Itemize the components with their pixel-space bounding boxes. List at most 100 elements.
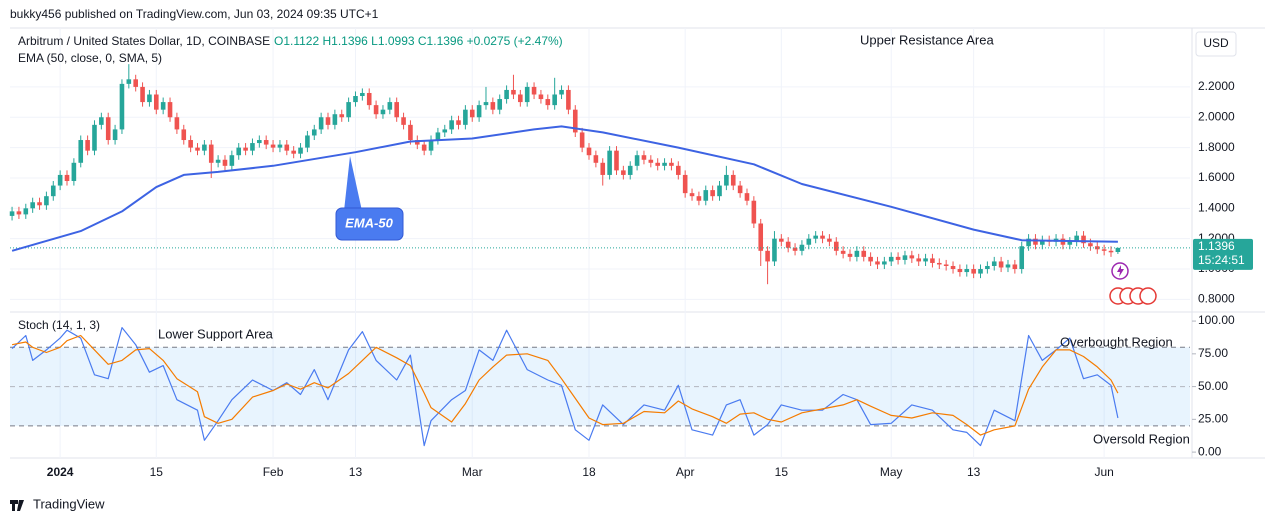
candle-body <box>779 238 784 242</box>
candle-body <box>167 102 173 118</box>
candle-body <box>930 258 935 263</box>
candle-body <box>833 241 839 251</box>
ohlc: O1.1122 H1.1396 L1.0993 C1.1396 +0.0275 … <box>274 34 563 48</box>
flag-icons[interactable] <box>1109 287 1157 305</box>
candle-body <box>181 129 187 141</box>
candle-body <box>847 253 853 257</box>
candle-body <box>160 102 166 110</box>
candle-body <box>614 150 619 171</box>
candle-body <box>689 193 695 197</box>
candle-body <box>257 140 262 144</box>
candle-body <box>854 250 860 257</box>
candle-body <box>909 255 915 259</box>
candle-body <box>566 89 571 110</box>
candle-body <box>710 190 715 197</box>
currency[interactable]: USD <box>1203 36 1229 50</box>
candle-body <box>586 147 592 156</box>
x-tick-label: Apr <box>676 465 695 479</box>
currency-button[interactable] <box>1195 31 1237 57</box>
candle-body <box>1094 246 1100 250</box>
candle-body <box>717 185 722 197</box>
candle-body <box>394 102 399 118</box>
candle-body <box>1088 243 1093 247</box>
x-tick-label: Feb <box>263 465 284 479</box>
candle-body <box>497 99 503 110</box>
candle-body <box>332 114 338 125</box>
candle-body <box>655 162 660 166</box>
candle-body <box>964 269 970 273</box>
candle-body <box>785 241 791 248</box>
candle-body <box>971 269 976 274</box>
callout-box <box>335 207 404 241</box>
candle-body <box>366 92 372 106</box>
candle-body <box>902 255 908 260</box>
y-tick-label: 1.8000 <box>1198 140 1235 154</box>
candle-body <box>57 174 63 186</box>
candle-body <box>882 261 887 265</box>
candle-body <box>71 162 77 182</box>
candle-body <box>435 132 441 141</box>
candle-body <box>408 124 413 141</box>
candle-body <box>621 170 626 175</box>
x-tick-label: 15 <box>150 465 164 479</box>
x-tick-label: 13 <box>967 465 981 479</box>
candle-body <box>1074 235 1079 242</box>
candle-body <box>648 159 654 163</box>
candle-body <box>85 140 90 151</box>
x-tick-label: Jun <box>1094 465 1113 479</box>
candle-body <box>476 105 482 118</box>
candle-body <box>270 144 276 148</box>
candle-body <box>998 261 1004 268</box>
stoch-background <box>10 346 1190 427</box>
last-price-label: 1.1396 <box>1198 239 1235 253</box>
candle-body <box>421 144 427 151</box>
callout-pointer <box>344 156 362 211</box>
candle-body <box>744 193 750 201</box>
candle-body <box>153 94 159 110</box>
candle-body <box>531 86 537 95</box>
candle-body <box>511 89 516 95</box>
candle-body <box>449 120 454 130</box>
candle-body <box>1067 241 1073 245</box>
annotation: Upper Resistance Area <box>860 32 994 47</box>
candle-body <box>792 247 798 251</box>
candle-body <box>346 102 351 118</box>
stoch-tick-label: 25.00 <box>1198 412 1228 426</box>
candle-body <box>607 150 612 175</box>
candle-body <box>545 99 551 106</box>
candle-body <box>236 147 242 156</box>
candle-body <box>23 208 29 215</box>
candle-body <box>380 109 386 115</box>
y-tick-label: 1.4000 <box>1198 200 1235 214</box>
candle-body <box>813 235 818 239</box>
flag-icon[interactable] <box>1139 287 1157 305</box>
candle-body <box>806 238 812 245</box>
annotation: Lower Support Area <box>158 326 274 341</box>
candle-body <box>937 262 942 265</box>
x-tick-label: May <box>880 465 903 479</box>
candle-body <box>339 114 345 118</box>
x-tick-label: 2024 <box>47 465 74 479</box>
candle-body <box>978 269 983 274</box>
stoch-tick-label: 100.00 <box>1198 313 1235 327</box>
candle-body <box>895 256 901 260</box>
candle-body <box>751 200 757 224</box>
y-tick-label: 2.0000 <box>1198 109 1235 123</box>
candle-body <box>229 155 235 166</box>
candle-body <box>1101 249 1107 251</box>
candle-body <box>277 144 283 148</box>
candle-body <box>724 174 729 186</box>
y-tick-label: 1.6000 <box>1198 170 1235 184</box>
candle-body <box>985 265 990 270</box>
candle-body <box>360 92 365 97</box>
candle-body <box>772 238 777 262</box>
candle-body <box>861 250 867 257</box>
candle-body <box>758 223 764 251</box>
annotation: Oversold Region <box>1093 431 1190 446</box>
y-tick-label: 2.2000 <box>1198 79 1235 93</box>
candle-body <box>78 140 84 163</box>
candle-body <box>504 89 509 100</box>
candle-body <box>140 86 145 103</box>
